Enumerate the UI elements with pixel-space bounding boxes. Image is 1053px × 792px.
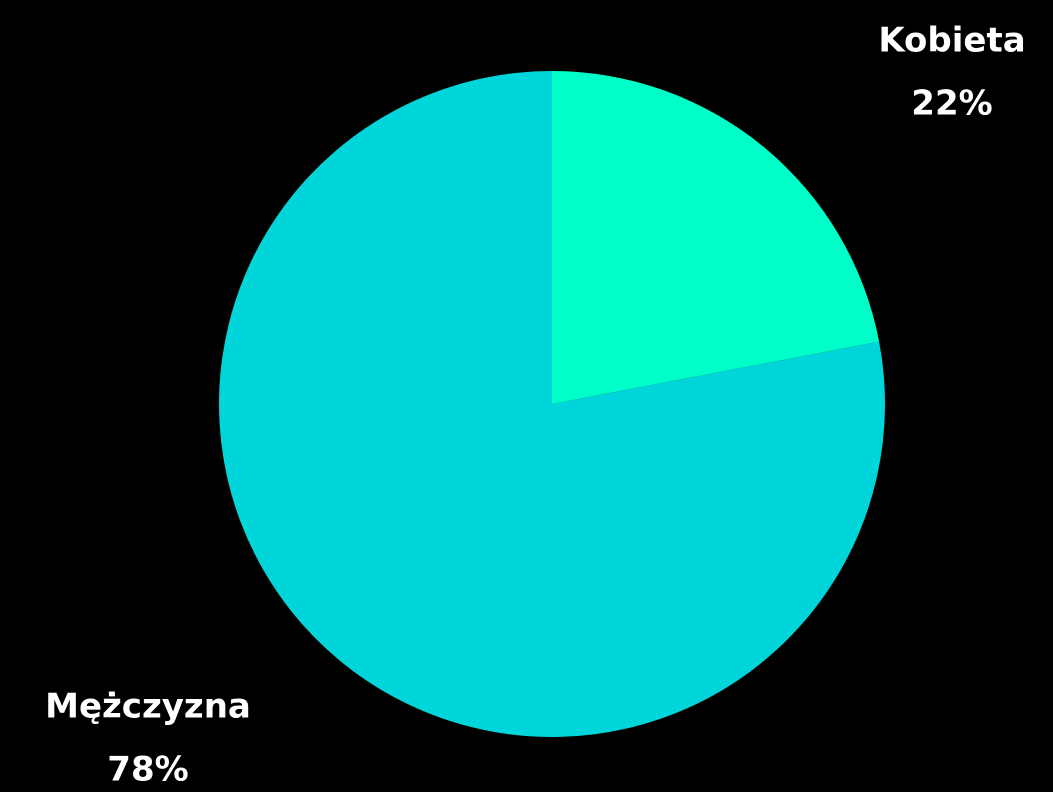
slice-value-label: 78% <box>107 750 188 790</box>
pie-slice <box>552 71 880 404</box>
pie-slice <box>218 71 886 737</box>
slice-value-label: 22% <box>911 84 992 124</box>
slice-label: Kobieta <box>878 21 1025 61</box>
slice-label: Mężczyzna <box>45 687 251 727</box>
